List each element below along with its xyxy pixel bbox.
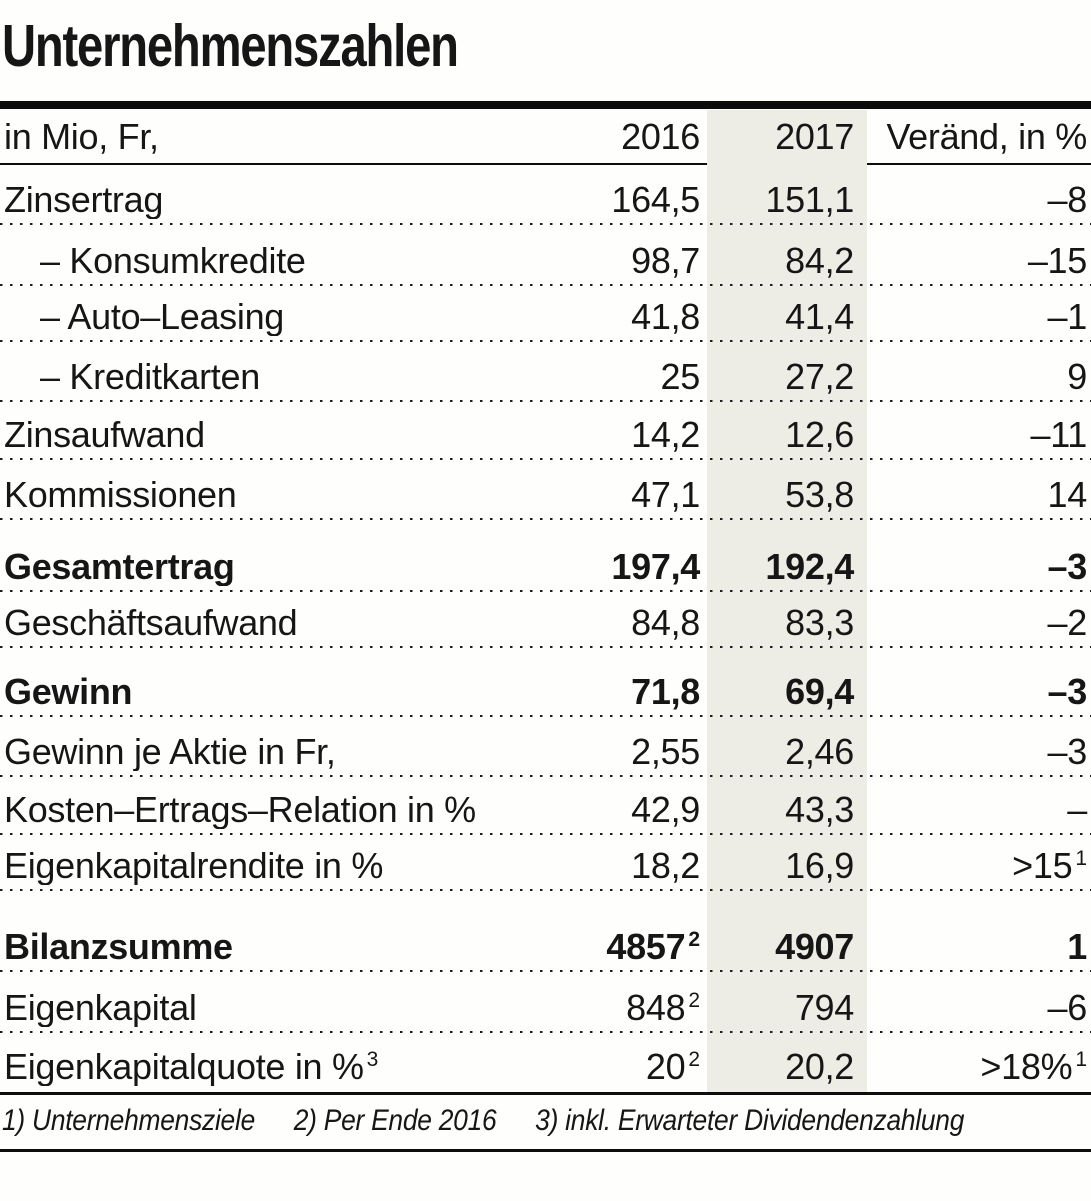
- table-row: Gewinn 71,8 69,4 –3: [0, 648, 1091, 718]
- value-2017: 16,9: [785, 845, 854, 887]
- value-change: –3: [1047, 671, 1088, 713]
- header-col-2017: 2017: [775, 116, 854, 157]
- value-change: –6: [1047, 987, 1088, 1029]
- value-change: –15: [1027, 240, 1087, 282]
- value-change: –1: [1047, 296, 1088, 338]
- value-2017: 83,3: [785, 602, 854, 644]
- row-label: – Auto–Leasing: [40, 298, 285, 336]
- header-underline: [0, 163, 1091, 165]
- value-2017: 69,4: [785, 671, 854, 713]
- value-2017: 151,1: [765, 179, 854, 221]
- value-2016: 42,9: [631, 789, 700, 831]
- table-row: – Kreditkarten 25 27,2 9: [0, 342, 1091, 403]
- table-row: – Auto–Leasing 41,8 41,4 –1: [0, 286, 1091, 343]
- value-2016: 25: [660, 356, 701, 398]
- value-2017: 4907: [775, 926, 854, 968]
- footnotes: 1) Unternehmensziele 2) Per Ende 2016 3) i…: [0, 1095, 1091, 1149]
- row-label: Zinsertrag: [4, 181, 164, 219]
- value-2017: 53,8: [785, 474, 854, 516]
- value-change: >18% 1: [980, 1046, 1087, 1088]
- page-title: Unternehmenszahlen: [2, 16, 572, 76]
- value-change: –: [1067, 789, 1087, 831]
- table-row: Eigenkapital 848 2 794 –6: [0, 972, 1091, 1034]
- footnote-item: 3) inkl. Erwarteter Dividendenzahlung: [535, 1104, 965, 1137]
- figures-table: in Mio, Fr, 2016 2017 Veränd, in % Zinse…: [0, 110, 1091, 1152]
- value-change: –11: [1030, 414, 1088, 456]
- row-label: Gesamtertrag: [4, 548, 235, 586]
- row-label: Zinsaufwand: [4, 416, 205, 454]
- table-header-row: in Mio, Fr, 2016 2017 Veränd, in %: [0, 110, 1091, 163]
- table-row: Gewinn je Aktie in Fr, 2,55 2,46 –3: [0, 717, 1091, 778]
- top-rule: [0, 101, 1091, 109]
- value-2016: 20 2: [645, 1046, 700, 1088]
- row-label: Gewinn je Aktie in Fr,: [4, 733, 336, 771]
- footnote-top-rule: [0, 1092, 1091, 1095]
- value-change: –8: [1047, 179, 1088, 221]
- row-label: Kommissionen: [4, 476, 237, 514]
- row-label: Eigenkapitalquote in % 3: [4, 1048, 379, 1086]
- table-row: Geschäftsaufwand 84,8 83,3 –2: [0, 592, 1091, 649]
- table-row: Gesamtertrag 197,4 192,4 –3: [0, 520, 1091, 593]
- table-body: Zinsertrag 164,5 151,1 –8 – Konsumkredit…: [0, 165, 1091, 1092]
- value-2017: 2,46: [785, 731, 854, 773]
- value-2017: 43,3: [785, 789, 854, 831]
- value-2017: 192,4: [765, 546, 854, 588]
- row-label: Gewinn: [4, 673, 133, 711]
- value-change: –3: [1047, 731, 1088, 773]
- value-2016: 84,8: [631, 602, 700, 644]
- value-2016: 71,8: [631, 671, 700, 713]
- value-change: 9: [1067, 356, 1087, 398]
- row-label: Kosten–Ertrags–Relation in %: [4, 791, 476, 829]
- column-2017-highlight-band: [707, 110, 867, 1092]
- value-2017: 27,2: [785, 356, 854, 398]
- value-change: –3: [1047, 546, 1088, 588]
- value-change: –2: [1047, 602, 1088, 644]
- table-row: – Konsumkredite 98,7 84,2 –15: [0, 225, 1091, 287]
- value-2017: 12,6: [785, 414, 854, 456]
- value-2016: 2,55: [631, 731, 700, 773]
- value-2016: 47,1: [631, 474, 700, 516]
- value-change: 14: [1047, 474, 1088, 516]
- table-row: Kosten–Ertrags–Relation in % 42,9 43,3 –: [0, 777, 1091, 836]
- value-2017: 84,2: [785, 240, 854, 282]
- value-2017: 41,4: [785, 296, 854, 338]
- footnote-item: 1) Unternehmensziele: [2, 1104, 255, 1137]
- table-row: Zinsaufwand 14,2 12,6 –11: [0, 402, 1091, 461]
- row-label: Eigenkapitalrendite in %: [4, 847, 384, 885]
- header-unit-label: in Mio, Fr,: [4, 116, 159, 157]
- value-change: 1: [1067, 926, 1087, 968]
- row-label: Geschäftsaufwand: [4, 604, 298, 642]
- value-2016: 197,4: [611, 546, 700, 588]
- value-2016: 18,2: [631, 845, 700, 887]
- value-change: >15 1: [1012, 845, 1087, 887]
- footnote-item: 2) Per Ende 2016: [293, 1104, 497, 1137]
- value-2016: 164,5: [611, 179, 700, 221]
- table-row: Eigenkapitalrendite in % 18,2 16,9 >15 1: [0, 835, 1091, 892]
- page-title-text: Unternehmenszahlen: [2, 13, 459, 79]
- header-col-change: Veränd, in %: [886, 116, 1087, 157]
- table-row: Kommissionen 47,1 53,8 14: [0, 460, 1091, 521]
- footnote-bottom-rule: [0, 1149, 1091, 1152]
- value-2016: 98,7: [631, 240, 700, 282]
- value-2017: 20,2: [785, 1046, 854, 1088]
- row-label: – Konsumkredite: [40, 242, 306, 280]
- row-label: – Kreditkarten: [40, 358, 260, 396]
- value-2016: 4857 2: [606, 926, 700, 968]
- table-row: Bilanzsumme 4857 2 4907 1: [0, 891, 1091, 973]
- value-2017: 794: [794, 987, 854, 1029]
- table-row: Zinsertrag 164,5 151,1 –8: [0, 165, 1091, 226]
- row-label: Bilanzsumme: [4, 928, 233, 966]
- value-2016: 848 2: [626, 987, 700, 1029]
- value-2016: 14,2: [631, 414, 700, 456]
- table-row: Eigenkapitalquote in % 3 20 2 20,2 >18% 1: [0, 1033, 1091, 1092]
- row-label: Eigenkapital: [4, 989, 197, 1027]
- header-col-2016: 2016: [621, 116, 700, 157]
- value-2016: 41,8: [631, 296, 700, 338]
